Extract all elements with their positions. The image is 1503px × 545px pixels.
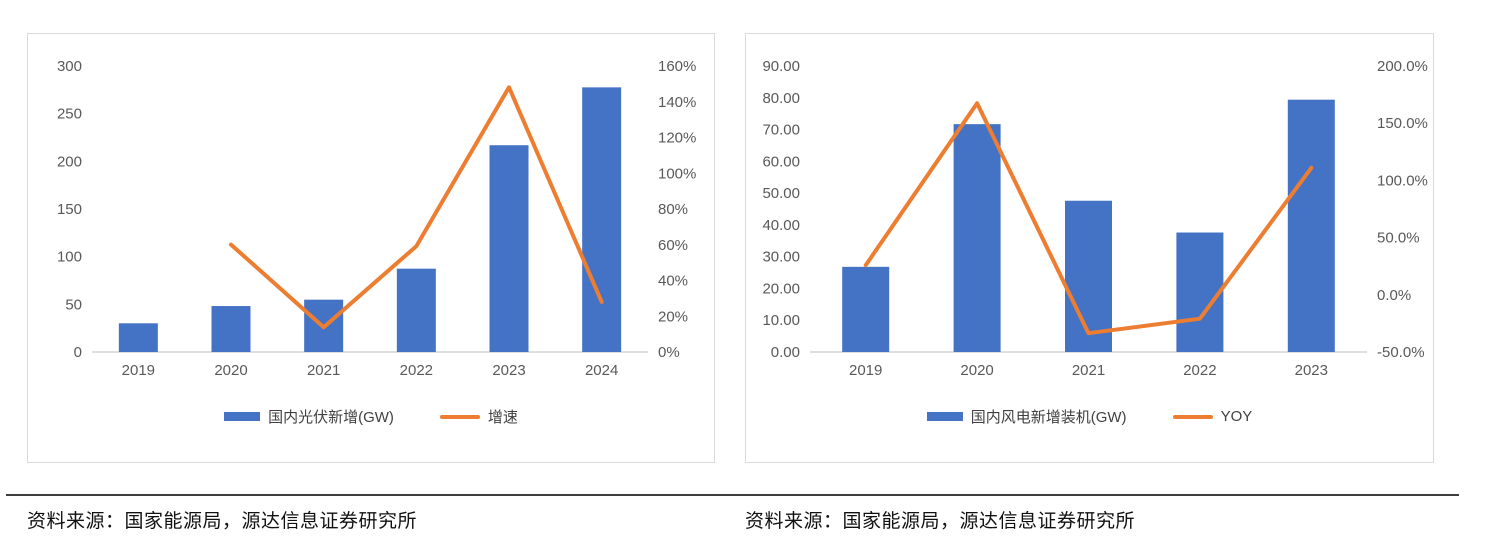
svg-text:2022: 2022 — [400, 362, 433, 379]
bar-series-swatch — [224, 412, 261, 421]
svg-text:0: 0 — [74, 344, 82, 361]
svg-text:2024: 2024 — [585, 362, 618, 379]
source-caption-right: 资料来源：国家能源局，源达信息证券研究所 — [745, 511, 1136, 532]
svg-text:200: 200 — [57, 153, 82, 170]
svg-text:20.00: 20.00 — [762, 280, 800, 297]
pv-chart-legend: 国内光伏新增(GW) 增速 — [28, 406, 714, 427]
svg-text:50: 50 — [65, 296, 82, 313]
svg-text:2022: 2022 — [1183, 362, 1216, 379]
svg-text:150: 150 — [57, 201, 82, 218]
svg-text:50.00: 50.00 — [762, 185, 800, 202]
legend-item-line: YOY — [1172, 408, 1253, 425]
legend-item-bar: 国内光伏新增(GW) — [224, 406, 394, 427]
svg-text:140%: 140% — [658, 94, 696, 111]
svg-text:40%: 40% — [658, 273, 688, 290]
svg-text:70.00: 70.00 — [762, 122, 800, 139]
svg-text:80%: 80% — [658, 201, 688, 218]
svg-text:120%: 120% — [658, 130, 696, 147]
line-series-swatch — [1172, 414, 1213, 419]
svg-text:20%: 20% — [658, 308, 688, 325]
svg-text:2020: 2020 — [214, 362, 247, 379]
svg-text:90.00: 90.00 — [762, 58, 800, 75]
pv-chart-panel: 0 50 100 150 200 250 300 0% 20% 40% 60% 80% 100% 120%… — [27, 33, 715, 463]
wind-combo-chart: 0.00 10.00 20.00 30.00 40.00 50.00 60.00 70.00 8… — [762, 58, 1428, 379]
svg-text:2019: 2019 — [849, 362, 882, 379]
legend-label: YOY — [1220, 408, 1253, 425]
legend-label: 增速 — [487, 409, 518, 426]
legend-item-bar: 国内风电新增装机(GW) — [926, 406, 1127, 427]
wind-chart-panel: 0.00 10.00 20.00 30.00 40.00 50.00 60.00 70.00 8… — [745, 33, 1434, 463]
svg-text:0%: 0% — [658, 344, 680, 361]
legend-item-line: 增速 — [439, 406, 518, 427]
pv-combo-chart: 0 50 100 150 200 250 300 0% 20% 40% 60% 80% 100% 120%… — [57, 58, 696, 379]
line-series-swatch — [439, 414, 480, 419]
svg-text:2019: 2019 — [122, 362, 155, 379]
svg-text:160%: 160% — [658, 58, 696, 75]
svg-text:2023: 2023 — [492, 362, 525, 379]
svg-text:100.0%: 100.0% — [1377, 172, 1428, 189]
section-divider — [6, 494, 1459, 496]
svg-text:2021: 2021 — [1072, 362, 1105, 379]
svg-text:300: 300 — [57, 58, 82, 75]
svg-text:100%: 100% — [658, 165, 696, 182]
wind-chart-legend: 国内风电新增装机(GW) YOY — [746, 406, 1433, 427]
svg-text:100: 100 — [57, 249, 82, 266]
svg-text:2023: 2023 — [1295, 362, 1328, 379]
legend-label: 国内光伏新增(GW) — [268, 409, 394, 426]
svg-text:250: 250 — [57, 106, 82, 123]
svg-text:0.0%: 0.0% — [1377, 287, 1411, 304]
svg-text:-50.0%: -50.0% — [1377, 344, 1425, 361]
svg-text:2020: 2020 — [960, 362, 993, 379]
svg-text:150.0%: 150.0% — [1377, 115, 1428, 132]
svg-text:2021: 2021 — [307, 362, 340, 379]
svg-text:40.00: 40.00 — [762, 217, 800, 234]
svg-text:10.00: 10.00 — [762, 312, 800, 329]
svg-text:60%: 60% — [658, 237, 688, 254]
source-caption-left: 资料来源：国家能源局，源达信息证券研究所 — [27, 511, 418, 532]
svg-text:0.00: 0.00 — [771, 344, 800, 361]
svg-text:200.0%: 200.0% — [1377, 58, 1428, 75]
svg-text:80.00: 80.00 — [762, 90, 800, 107]
svg-text:30.00: 30.00 — [762, 249, 800, 266]
svg-text:60.00: 60.00 — [762, 153, 800, 170]
legend-label: 国内风电新增装机(GW) — [970, 409, 1127, 426]
svg-text:50.0%: 50.0% — [1377, 230, 1420, 247]
bar-series-swatch — [926, 412, 963, 421]
